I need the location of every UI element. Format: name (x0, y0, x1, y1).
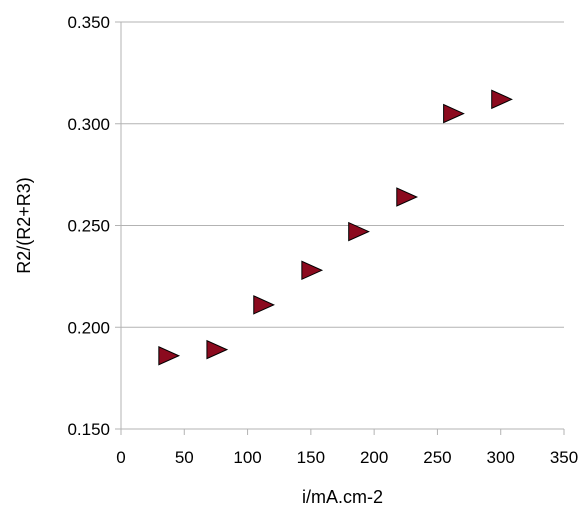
y-axis-title: R2/(R2+R3) (14, 177, 34, 274)
data-points (158, 89, 513, 366)
x-tick-label: 300 (487, 448, 515, 467)
y-tick-label: 0.200 (67, 318, 110, 337)
data-point (206, 339, 229, 360)
grid-lines (121, 21, 564, 430)
x-tick-label: 350 (550, 448, 578, 467)
tick-labels: 0.150 0.200 0.250 0.300 0.350 0 50 100 150 200 250… (67, 13, 578, 467)
y-tick-label: 0.250 (67, 217, 110, 236)
x-tick-label: 0 (116, 448, 125, 467)
x-tick-label: 50 (175, 448, 194, 467)
x-tick-label: 200 (360, 448, 388, 467)
data-point (491, 89, 513, 110)
data-point (443, 103, 465, 124)
y-tick-label: 0.150 (67, 420, 110, 439)
axes (115, 21, 565, 435)
y-tick-label: 0.350 (67, 13, 110, 32)
data-point (301, 260, 324, 281)
y-tick-label: 0.300 (67, 115, 110, 134)
data-point (396, 187, 419, 207)
data-point (348, 221, 370, 242)
x-tick-label: 100 (233, 448, 261, 467)
x-tick-label: 150 (297, 448, 325, 467)
x-tick-label: 250 (423, 448, 451, 467)
data-point (158, 345, 181, 366)
x-axis-title: i/mA.cm-2 (302, 487, 383, 507)
data-point (253, 295, 275, 315)
